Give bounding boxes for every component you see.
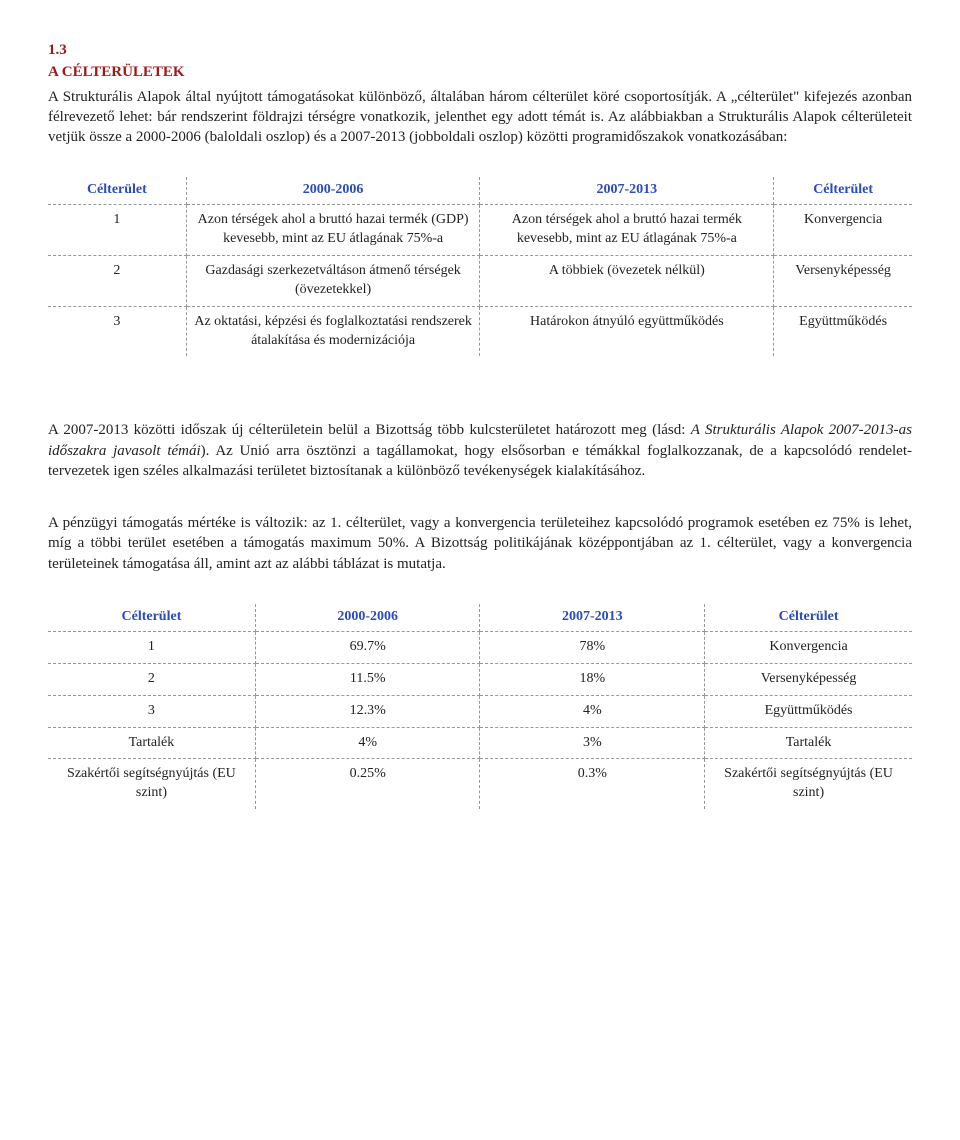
table-row: 3 12.3% 4% Együttműködés — [48, 695, 912, 727]
cell-name: Tartalék — [705, 727, 912, 759]
paragraph-2: A 2007-2013 közötti időszak új célterüle… — [48, 420, 912, 481]
col-header-2000-2006: 2000-2006 — [186, 177, 480, 204]
cell-name: Együttműködés — [774, 306, 912, 356]
cell-2007-2013: Határokon átnyúló együttműködés — [480, 306, 774, 356]
funding-share-table: Célterület 2000-2006 2007-2013 Célterüle… — [48, 604, 912, 809]
cell-number: 1 — [48, 631, 255, 663]
paragraph-1: A Strukturális Alapok által nyújtott tám… — [48, 87, 912, 148]
table-row: 1 Azon térségek ahol a bruttó hazai term… — [48, 205, 912, 256]
col-header-2007-2013: 2007-2013 — [480, 604, 705, 631]
objectives-comparison-table: Célterület 2000-2006 2007-2013 Célterüle… — [48, 177, 912, 356]
table-row: 2 Gazdasági szerkezetváltáson átmenő tér… — [48, 255, 912, 306]
section-heading: A CÉLTERÜLETEK — [48, 62, 912, 82]
col-header-celterulet-right: Célterület — [774, 177, 912, 204]
cell-2007-2013: Azon térségek ahol a bruttó hazai termék… — [480, 205, 774, 256]
cell-2007-2013: 4% — [480, 695, 705, 727]
cell-number: 3 — [48, 306, 186, 356]
cell-number: 2 — [48, 255, 186, 306]
table-header-row: Célterület 2000-2006 2007-2013 Célterüle… — [48, 177, 912, 204]
cell-name: Versenyképesség — [705, 663, 912, 695]
table-row: 2 11.5% 18% Versenyképesség — [48, 663, 912, 695]
table-header-row: Célterület 2000-2006 2007-2013 Célterüle… — [48, 604, 912, 631]
cell-name: Konvergencia — [774, 205, 912, 256]
cell-2000-2006: 12.3% — [255, 695, 480, 727]
cell-2007-2013: 18% — [480, 663, 705, 695]
paragraph-2-lead: A 2007-2013 közötti időszak új célterüle… — [48, 422, 691, 438]
cell-number: 1 — [48, 205, 186, 256]
cell-number: Szakértői segítségnyújtás (EU szint) — [48, 759, 255, 809]
cell-2007-2013: 0.3% — [480, 759, 705, 809]
cell-2000-2006: 11.5% — [255, 663, 480, 695]
cell-name: Együttműködés — [705, 695, 912, 727]
table-row: 1 69.7% 78% Konvergencia — [48, 631, 912, 663]
section-number: 1.3 — [48, 40, 912, 60]
cell-2000-2006: Az oktatási, képzési és foglalkoztatási … — [186, 306, 480, 356]
cell-2007-2013: A többiek (övezetek nélkül) — [480, 255, 774, 306]
cell-2007-2013: 78% — [480, 631, 705, 663]
cell-number: 3 — [48, 695, 255, 727]
cell-2000-2006: Gazdasági szerkezetváltáson átmenő térsé… — [186, 255, 480, 306]
cell-2000-2006: Azon térségek ahol a bruttó hazai termék… — [186, 205, 480, 256]
col-header-celterulet-right: Célterület — [705, 604, 912, 631]
cell-2000-2006: 4% — [255, 727, 480, 759]
cell-number: Tartalék — [48, 727, 255, 759]
col-header-celterulet-left: Célterület — [48, 177, 186, 204]
table-row: Szakértői segítségnyújtás (EU szint) 0.2… — [48, 759, 912, 809]
cell-2000-2006: 69.7% — [255, 631, 480, 663]
paragraph-3: A pénzügyi támogatás mértéke is változik… — [48, 513, 912, 574]
col-header-celterulet-left: Célterület — [48, 604, 255, 631]
col-header-2000-2006: 2000-2006 — [255, 604, 480, 631]
cell-number: 2 — [48, 663, 255, 695]
cell-name: Konvergencia — [705, 631, 912, 663]
table-row: Tartalék 4% 3% Tartalék — [48, 727, 912, 759]
cell-name: Versenyképesség — [774, 255, 912, 306]
cell-2007-2013: 3% — [480, 727, 705, 759]
table-row: 3 Az oktatási, képzési és foglalkoztatás… — [48, 306, 912, 356]
col-header-2007-2013: 2007-2013 — [480, 177, 774, 204]
cell-2000-2006: 0.25% — [255, 759, 480, 809]
cell-name: Szakértői segítségnyújtás (EU szint) — [705, 759, 912, 809]
